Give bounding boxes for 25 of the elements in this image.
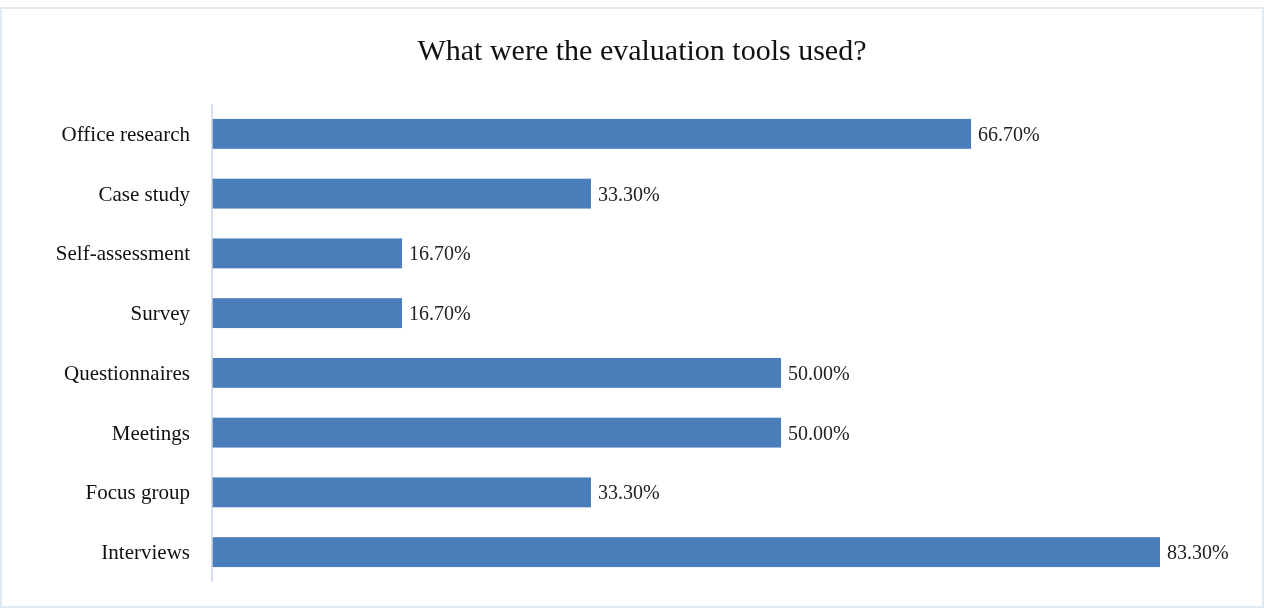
data-label: 33.30% — [597, 182, 660, 205]
y-tick-label: Interviews — [101, 540, 190, 565]
y-tick-label: Meetings — [111, 420, 190, 445]
bar — [212, 298, 403, 329]
data-label: 66.70% — [978, 122, 1040, 145]
bar — [212, 357, 782, 388]
data-label: 50.00% — [788, 361, 850, 384]
data-label: 16.70% — [409, 242, 471, 265]
data-label: 50.00% — [788, 421, 850, 444]
y-tick-label: Survey — [130, 301, 191, 326]
data-label: 83.30% — [1167, 541, 1229, 564]
bar — [212, 178, 591, 209]
y-tick-label: Focus group — [85, 480, 190, 505]
chart-title: What were the evaluation tools used? — [417, 33, 867, 66]
data-label: 16.70% — [409, 302, 471, 325]
y-tick-label: Case study — [98, 181, 191, 206]
bar — [212, 118, 972, 149]
bar — [212, 417, 782, 448]
y-tick-label: Questionnaires — [64, 360, 190, 385]
y-tick-label: Self-assessment — [55, 241, 191, 266]
y-tick-label: Office research — [61, 121, 191, 146]
bar — [212, 238, 403, 269]
data-label: 33.30% — [597, 481, 660, 504]
bar — [212, 477, 591, 508]
bar — [212, 537, 1160, 568]
